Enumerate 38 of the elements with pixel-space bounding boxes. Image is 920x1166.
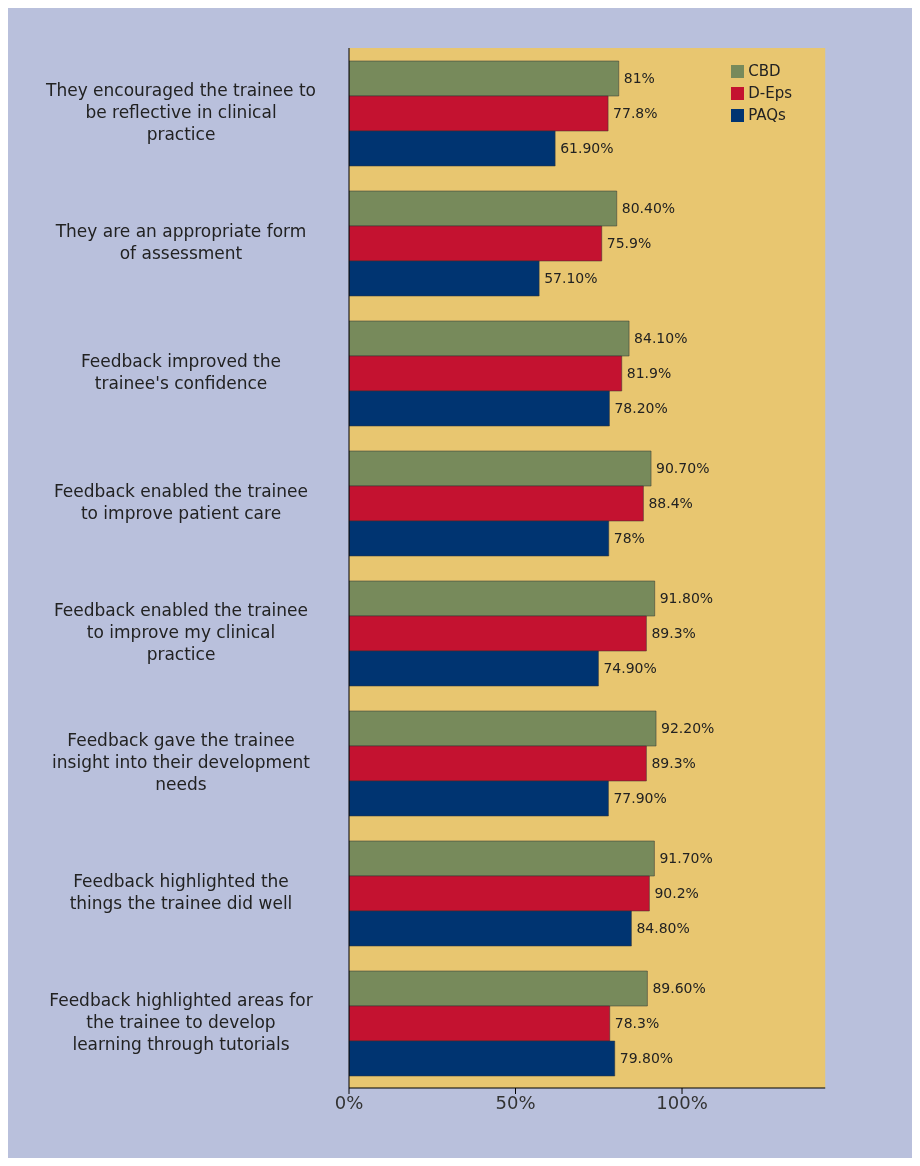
data-label: 84.10% [634,330,688,347]
data-label: 90.70% [656,460,710,477]
data-label: 77.90% [613,790,667,807]
data-label: 89.60% [652,980,706,997]
data-label: 80.40% [621,200,676,217]
legend-label: CBD [748,62,781,80]
y-tick-label: Feedback gave the trainee insight into their development needs [52,730,311,794]
data-label: 75.9% [606,235,652,252]
data-label: 61.90% [560,140,614,157]
data-label: 81% [623,70,655,87]
y-tick-label: Feedback highlighted areas for the trainee to develop learning through tutorials [49,990,313,1054]
data-label: 78.20% [614,400,668,417]
data-label: 91.80% [659,590,714,607]
y-tick-label: They encouraged the trainee to be reflective in clinical practice [45,80,316,144]
data-label: 78.3% [614,1015,660,1032]
data-label: 77.8% [613,105,658,122]
data-label: 57.10% [544,270,598,287]
legend-label: PAQs [748,106,786,124]
y-tick-label: Feedback highlighted the things the trainee did well [69,871,293,913]
y-tick-label: Feedback enabled the trainee to improve patient care [54,481,308,523]
x-tick-label: 50% [495,1091,536,1113]
y-tick-label: They are an appropriate form of assessment [54,221,307,263]
x-tick-label: 100% [656,1091,708,1113]
data-label: 78% [613,530,645,547]
y-tick-label: Feedback enabled the trainee to improve my clinical practice [54,600,308,664]
data-label: 79.80% [619,1050,674,1067]
x-tick-label: 0% [334,1091,364,1113]
data-label: 74.90% [603,660,657,677]
data-label: 88.4% [648,495,693,512]
data-label: 89.3% [651,755,696,772]
data-label: 89.3% [651,625,696,642]
data-label: 81.9% [626,365,672,382]
y-tick-label: Feedback improved the trainee's confidence [80,351,282,393]
data-label: 91.70% [659,850,713,867]
data-label: 92.20% [661,720,715,737]
data-label: 84.80% [636,920,690,937]
data-label: 90.2% [654,885,699,902]
legend-label: D-Eps [748,84,792,102]
